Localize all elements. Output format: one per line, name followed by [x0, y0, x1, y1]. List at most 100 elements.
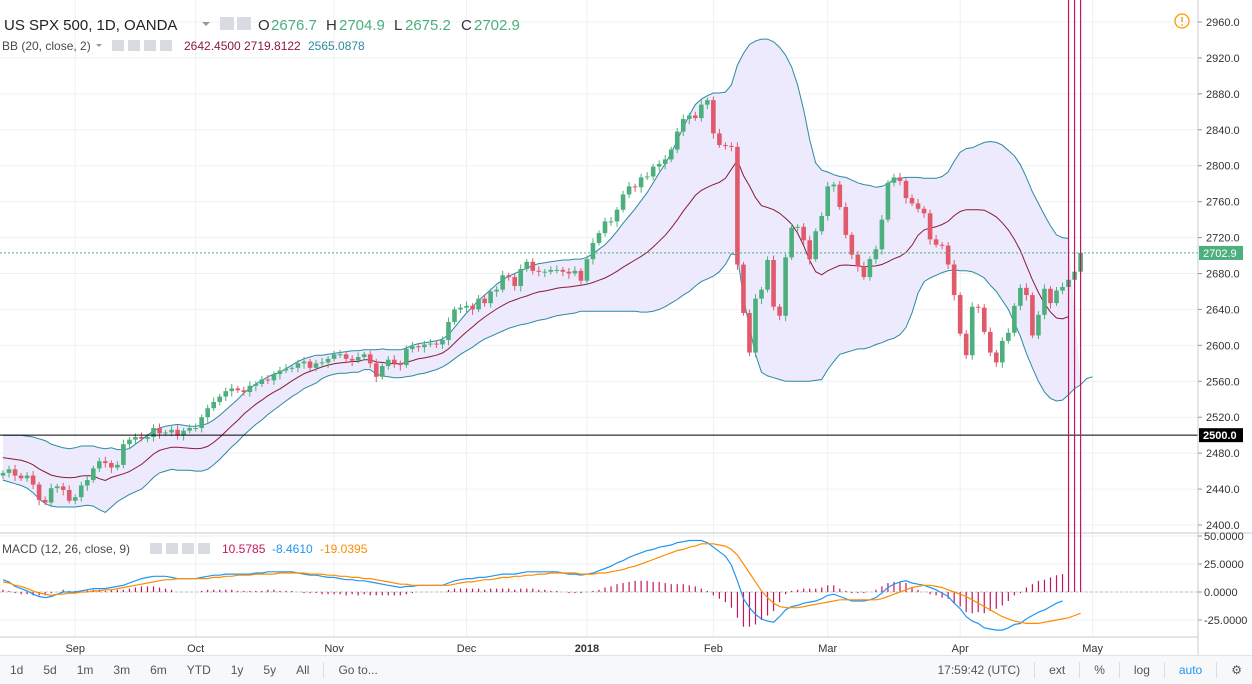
- candle[interactable]: [915, 198, 921, 213]
- candle[interactable]: [981, 304, 987, 335]
- candle[interactable]: [536, 266, 542, 277]
- range-5y[interactable]: 5y: [263, 663, 277, 677]
- candle[interactable]: [626, 181, 632, 199]
- candle[interactable]: [307, 358, 313, 371]
- candle[interactable]: [903, 178, 909, 204]
- candle[interactable]: [416, 343, 421, 352]
- candle[interactable]: [711, 96, 716, 139]
- range-6m[interactable]: 6m: [150, 663, 167, 677]
- candle[interactable]: [975, 304, 981, 314]
- candle[interactable]: [867, 256, 873, 281]
- candle[interactable]: [223, 387, 229, 402]
- ext-toggle[interactable]: ext: [1049, 663, 1066, 677]
- candle[interactable]: [566, 268, 572, 279]
- candle[interactable]: [295, 359, 301, 373]
- candle[interactable]: [30, 471, 36, 490]
- candle[interactable]: [157, 423, 162, 439]
- settings-icon[interactable]: [128, 40, 140, 51]
- candle[interactable]: [614, 207, 620, 227]
- candle[interactable]: [717, 128, 722, 148]
- candle[interactable]: [205, 404, 210, 423]
- candle[interactable]: [885, 180, 891, 223]
- candle[interactable]: [434, 340, 439, 349]
- candle[interactable]: [464, 301, 469, 313]
- candle[interactable]: [891, 173, 897, 187]
- eye-icon[interactable]: [112, 40, 124, 51]
- close-icon[interactable]: [160, 40, 172, 51]
- candle[interactable]: [398, 360, 403, 371]
- candle[interactable]: [1048, 286, 1053, 309]
- candle[interactable]: [325, 356, 331, 368]
- candle[interactable]: [121, 439, 126, 469]
- candle[interactable]: [6, 465, 12, 478]
- candle[interactable]: [632, 183, 638, 192]
- candle[interactable]: [109, 460, 114, 473]
- candle[interactable]: [241, 386, 247, 396]
- candle[interactable]: [855, 251, 861, 272]
- candle[interactable]: [656, 160, 662, 172]
- close-icon[interactable]: [198, 543, 210, 554]
- candle[interactable]: [927, 209, 933, 245]
- candle[interactable]: [813, 228, 818, 262]
- candle[interactable]: [729, 142, 734, 152]
- candle[interactable]: [211, 397, 216, 411]
- candle[interactable]: [795, 224, 800, 232]
- candle[interactable]: [440, 336, 445, 349]
- candle[interactable]: [60, 482, 66, 496]
- candle[interactable]: [783, 253, 788, 322]
- candle[interactable]: [1000, 337, 1005, 368]
- candle[interactable]: [741, 261, 746, 316]
- range-1y[interactable]: 1y: [230, 663, 244, 677]
- candle[interactable]: [217, 393, 223, 406]
- candle[interactable]: [909, 194, 915, 207]
- candle[interactable]: [488, 288, 493, 308]
- candle[interactable]: [801, 223, 806, 245]
- candle[interactable]: [1018, 284, 1023, 311]
- eye-icon[interactable]: [150, 543, 162, 554]
- candle[interactable]: [187, 424, 192, 434]
- candle[interactable]: [392, 355, 397, 368]
- candle[interactable]: [235, 385, 241, 393]
- candle[interactable]: [837, 180, 843, 210]
- candle[interactable]: [759, 286, 764, 305]
- candle[interactable]: [572, 266, 578, 277]
- candle[interactable]: [560, 267, 566, 277]
- candle[interactable]: [554, 265, 560, 274]
- candle[interactable]: [422, 340, 427, 353]
- candle[interactable]: [355, 352, 361, 364]
- gear-icon[interactable]: ⚙: [1231, 663, 1242, 677]
- candle[interactable]: [693, 111, 698, 121]
- candle[interactable]: [103, 456, 108, 468]
- candle[interactable]: [578, 268, 584, 285]
- candle[interactable]: [349, 355, 355, 367]
- candle[interactable]: [789, 223, 794, 261]
- candle[interactable]: [735, 142, 740, 270]
- candle[interactable]: [494, 286, 499, 297]
- candle[interactable]: [994, 349, 999, 367]
- candle[interactable]: [1030, 292, 1035, 339]
- price-chart[interactable]: 2960.0 2920.0 2880.0 2840.0 2800.0 2760.0 2720…: [0, 0, 1252, 655]
- candle[interactable]: [115, 461, 120, 471]
- candle[interactable]: [271, 371, 277, 385]
- candle[interactable]: [283, 364, 289, 374]
- candle[interactable]: [410, 341, 415, 353]
- candle[interactable]: [12, 464, 18, 481]
- candle[interactable]: [542, 269, 548, 278]
- candle[interactable]: [807, 235, 812, 265]
- candle[interactable]: [1006, 328, 1011, 344]
- candle[interactable]: [596, 230, 602, 246]
- candle[interactable]: [524, 259, 530, 272]
- candle[interactable]: [289, 365, 295, 373]
- candle[interactable]: [1024, 283, 1029, 301]
- candle[interactable]: [680, 114, 686, 137]
- candle[interactable]: [506, 272, 511, 281]
- candle[interactable]: [48, 483, 54, 507]
- candle[interactable]: [662, 154, 668, 170]
- candle[interactable]: [747, 309, 752, 357]
- candle[interactable]: [1012, 303, 1017, 337]
- auto-toggle[interactable]: auto: [1178, 663, 1203, 677]
- candle[interactable]: [84, 475, 90, 491]
- symbol-title[interactable]: US SPX 500, 1D, OANDA: [4, 17, 177, 34]
- candle[interactable]: [97, 457, 102, 473]
